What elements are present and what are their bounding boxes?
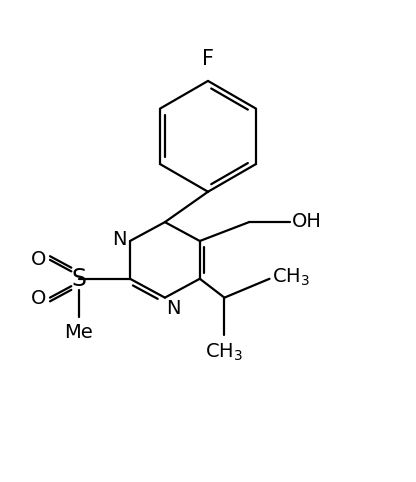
Text: N: N — [166, 299, 180, 318]
Text: Me: Me — [64, 322, 93, 342]
Text: S: S — [71, 267, 86, 291]
Text: O: O — [31, 289, 47, 308]
Text: F: F — [202, 50, 214, 69]
Text: O: O — [31, 250, 47, 268]
Text: N: N — [112, 230, 127, 249]
Text: OH: OH — [292, 212, 322, 231]
Text: CH$_3$: CH$_3$ — [206, 342, 243, 363]
Text: CH$_3$: CH$_3$ — [272, 267, 310, 288]
